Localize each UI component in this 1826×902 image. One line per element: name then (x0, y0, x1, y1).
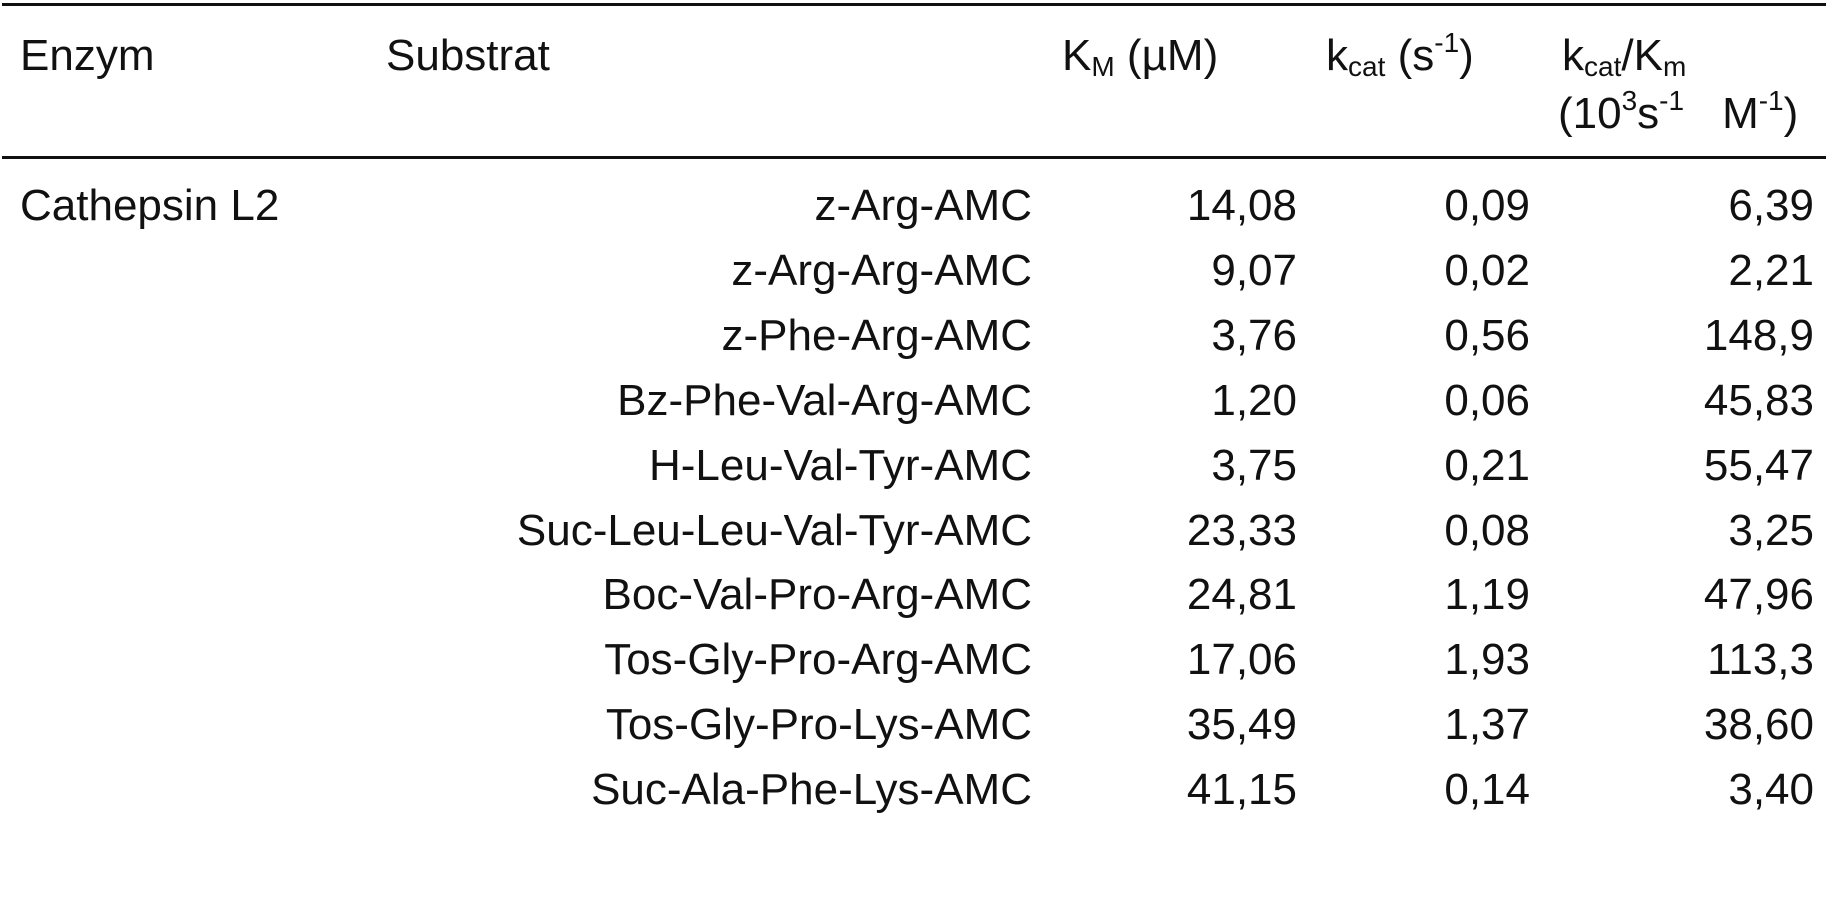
header-kcat-km: kcat/Km (1562, 34, 1686, 78)
km-cell: 17,06 (1187, 638, 1297, 682)
kcat-cell: 0,14 (1444, 768, 1530, 812)
kcat-km-cell: 55,47 (1704, 444, 1814, 488)
km-cell: 1,20 (1211, 379, 1297, 423)
kcat-km-cell: 113,3 (1707, 638, 1814, 682)
header-rule (2, 156, 1826, 159)
kcat-km-cell: 38,60 (1704, 703, 1814, 747)
substrate-cell: Suc-Ala-Phe-Lys-AMC (591, 768, 1032, 812)
table-top-rule (2, 3, 1826, 6)
km-cell: 41,15 (1187, 768, 1297, 812)
substrate-cell: H-Leu-Val-Tyr-AMC (649, 444, 1032, 488)
kcat-cell: 1,93 (1444, 638, 1530, 682)
substrate-cell: Bz-Phe-Val-Arg-AMC (617, 379, 1032, 423)
kcat-cell: 0,06 (1444, 379, 1530, 423)
substrate-cell: Suc-Leu-Leu-Val-Tyr-AMC (517, 509, 1032, 553)
substrate-cell: Boc-Val-Pro-Arg-AMC (603, 573, 1032, 617)
substrate-cell: z-Arg-Arg-AMC (731, 249, 1032, 293)
kcat-km-cell: 2,21 (1728, 249, 1814, 293)
header-kcat-km-units: (103s-1M-1) (1558, 92, 1798, 136)
km-cell: 24,81 (1187, 573, 1297, 617)
kcat-km-cell: 148,9 (1704, 314, 1814, 358)
enzyme-name: Cathepsin L2 (20, 184, 279, 228)
km-cell: 3,75 (1211, 444, 1297, 488)
substrate-cell: Tos-Gly-Pro-Arg-AMC (604, 638, 1032, 682)
header-km: KM (µM) (1062, 34, 1218, 78)
km-cell: 9,07 (1211, 249, 1297, 293)
substrate-cell: z-Phe-Arg-AMC (722, 314, 1033, 358)
km-cell: 35,49 (1187, 703, 1297, 747)
header-kcat: kcat (s-1) (1326, 34, 1474, 78)
kcat-km-cell: 3,25 (1728, 509, 1814, 553)
header-enzym: Enzym (20, 34, 154, 78)
kcat-km-cell: 47,96 (1704, 573, 1814, 617)
kcat-cell: 0,08 (1444, 509, 1530, 553)
kcat-km-cell: 45,83 (1704, 379, 1814, 423)
kcat-km-cell: 6,39 (1728, 184, 1814, 228)
km-cell: 23,33 (1187, 509, 1297, 553)
kcat-cell: 0,21 (1444, 444, 1530, 488)
kcat-cell: 0,09 (1444, 184, 1530, 228)
km-cell: 3,76 (1211, 314, 1297, 358)
substrate-cell: Tos-Gly-Pro-Lys-AMC (606, 703, 1032, 747)
kcat-cell: 1,37 (1444, 703, 1530, 747)
substrate-cell: z-Arg-AMC (814, 184, 1032, 228)
km-cell: 14,08 (1187, 184, 1297, 228)
kcat-cell: 0,02 (1444, 249, 1530, 293)
kcat-cell: 1,19 (1444, 573, 1530, 617)
kcat-km-cell: 3,40 (1728, 768, 1814, 812)
header-substrat: Substrat (386, 34, 550, 78)
kcat-cell: 0,56 (1444, 314, 1530, 358)
